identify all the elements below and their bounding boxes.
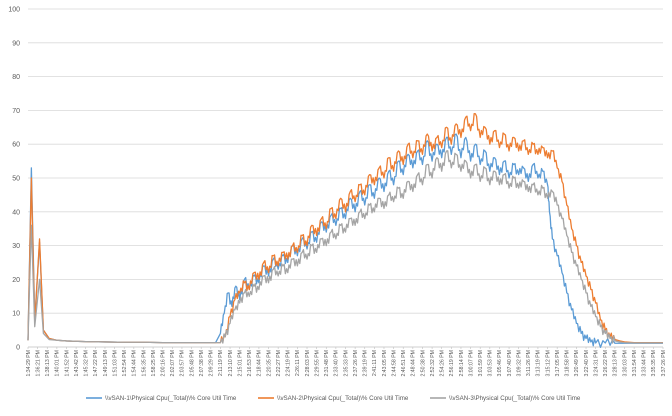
- x-tick-label: 3:07:40 PM: [507, 350, 513, 377]
- x-tick-label: 2:54:26 PM: [440, 350, 446, 377]
- x-tick-label: 1:52:54 PM: [122, 350, 128, 377]
- x-tick-label: 2:07:38 PM: [199, 350, 205, 377]
- y-tick-label: 100: [8, 7, 20, 14]
- x-tick-label: 2:41:11 PM: [372, 350, 378, 376]
- legend-label-vsan-1: \\vSAN-1\Physical Cpu(_Total)\% Core Uti…: [105, 395, 237, 402]
- x-tick-label: 3:24:31 PM: [593, 350, 599, 377]
- x-tick-label: 3:20:49 PM: [574, 350, 580, 377]
- x-tick-label: 2:00:16 PM: [160, 350, 166, 377]
- y-tick-label: 70: [12, 108, 20, 115]
- x-tick-label: 1:41:52 PM: [64, 350, 70, 377]
- legend-label-vsan-2: \\vSAN-2\Physical Cpu(_Total)\% Core Uti…: [277, 395, 409, 402]
- x-tick-label: 3:30:03 PM: [622, 350, 628, 377]
- x-tick-label: 1:45:32 PM: [84, 350, 90, 377]
- x-tick-label: 2:26:11 PM: [295, 350, 301, 376]
- y-axis-ticks: 0 10 20 30 40 50 60 70 80 90 100: [8, 7, 20, 352]
- x-tick-label: 3:28:13 PM: [613, 350, 619, 377]
- x-tick-label: 2:50:38 PM: [420, 350, 426, 377]
- x-tick-label: 2:43:05 PM: [382, 350, 388, 377]
- legend-label-vsan-3: \\vSAN-3\Physical Cpu(_Total)\% Core Uti…: [449, 395, 581, 402]
- x-tick-label: 2:20:35 PM: [266, 350, 272, 377]
- x-tick-label: 1:49:13 PM: [103, 350, 109, 377]
- y-tick-label: 40: [12, 209, 20, 216]
- y-tick-label: 10: [12, 311, 20, 318]
- x-tick-label: 1:43:42 PM: [74, 350, 80, 377]
- x-tick-label: 2:33:40 PM: [334, 350, 340, 377]
- y-tick-label: 50: [12, 176, 20, 183]
- x-tick-label: 1:36:21 PM: [35, 350, 41, 377]
- x-tick-label: 1:38:13 PM: [45, 350, 51, 377]
- series-lines: [27, 112, 663, 348]
- x-tick-label: 2:37:26 PM: [353, 350, 359, 377]
- x-tick-label: 3:17:05 PM: [555, 350, 561, 377]
- x-tick-label: 2:29:55 PM: [314, 350, 320, 377]
- x-tick-label: 3:35:35 PM: [651, 350, 657, 377]
- x-tick-label: 2:31:48 PM: [324, 350, 330, 377]
- x-tick-label: 3:00:07 PM: [468, 350, 474, 377]
- x-tick-label: 3:03:53 PM: [488, 350, 494, 377]
- x-tick-label: 1:51:03 PM: [112, 350, 118, 377]
- x-tick-label: 2:44:58 PM: [391, 350, 397, 377]
- x-tick-label: 1:58:25 PM: [151, 350, 157, 377]
- x-tick-label: 1:34:29 PM: [26, 350, 32, 377]
- x-tick-label: 2:05:48 PM: [189, 350, 195, 377]
- y-tick-label: 30: [12, 243, 20, 250]
- x-tick-label: 3:26:22 PM: [603, 350, 609, 377]
- x-tick-label: 3:31:54 PM: [632, 350, 638, 377]
- x-tick-label: 2:22:27 PM: [276, 350, 282, 377]
- x-tick-label: 2:46:51 PM: [401, 350, 407, 377]
- x-tick-label: 1:47:22 PM: [93, 350, 99, 377]
- x-tick-label: 2:02:07 PM: [170, 350, 176, 377]
- x-tick-label: 2:48:44 PM: [411, 350, 417, 377]
- x-tick-label: 2:13:10 PM: [228, 350, 234, 377]
- x-tick-label: 3:11:26 PM: [526, 350, 532, 376]
- x-tick-label: 1:56:35 PM: [141, 350, 147, 377]
- x-tick-label: 2:58:14 PM: [459, 350, 465, 377]
- x-tick-label: 2:24:19 PM: [286, 350, 292, 377]
- x-tick-label: 3:09:32 PM: [516, 350, 522, 377]
- y-tick-label: 60: [12, 142, 20, 149]
- y-tick-label: 20: [12, 277, 20, 284]
- x-tick-label: 2:39:19 PM: [363, 350, 369, 377]
- series-line-vsan-1: [27, 133, 663, 348]
- legend: \\vSAN-1\Physical Cpu(_Total)\% Core Uti…: [86, 395, 581, 402]
- x-tick-label: 2:56:19 PM: [449, 350, 455, 377]
- x-tick-label: 2:11:19 PM: [218, 350, 224, 376]
- x-tick-label: 3:33:44 PM: [642, 350, 648, 377]
- x-tick-label: 2:28:03 PM: [305, 350, 311, 377]
- y-tick-label: 80: [12, 74, 20, 81]
- x-tick-label: 3:01:59 PM: [478, 350, 484, 377]
- x-axis-ticks: 1:34:29 PM 1:36:21 PM 1:38:13 PM 1:40:01 PM…: [26, 347, 667, 377]
- x-tick-label: 1:54:44 PM: [132, 350, 138, 377]
- y-tick-label: 90: [12, 40, 20, 47]
- series-line-vsan-2: [27, 112, 663, 344]
- x-tick-label: 2:52:32 PM: [430, 350, 436, 377]
- x-tick-label: 3:18:58 PM: [565, 350, 571, 377]
- series-line-vsan-3: [27, 150, 663, 344]
- x-tick-label: 3:22:40 PM: [584, 350, 590, 377]
- x-tick-label: 3:37:26 PM: [661, 350, 667, 377]
- x-tick-label: 1:40:01 PM: [55, 350, 61, 377]
- x-tick-label: 2:35:33 PM: [343, 350, 349, 377]
- x-tick-label: 3:15:12 PM: [545, 350, 551, 377]
- y-tick-label: 0: [16, 345, 20, 352]
- x-tick-label: 2:09:29 PM: [209, 350, 215, 377]
- x-tick-label: 2:15:01 PM: [237, 350, 243, 377]
- x-tick-label: 3:05:46 PM: [497, 350, 503, 377]
- x-tick-label: 2:16:53 PM: [247, 350, 253, 377]
- x-tick-label: 3:13:19 PM: [536, 350, 542, 377]
- x-tick-label: 2:18:44 PM: [257, 350, 263, 377]
- x-tick-label: 2:03:57 PM: [180, 350, 186, 377]
